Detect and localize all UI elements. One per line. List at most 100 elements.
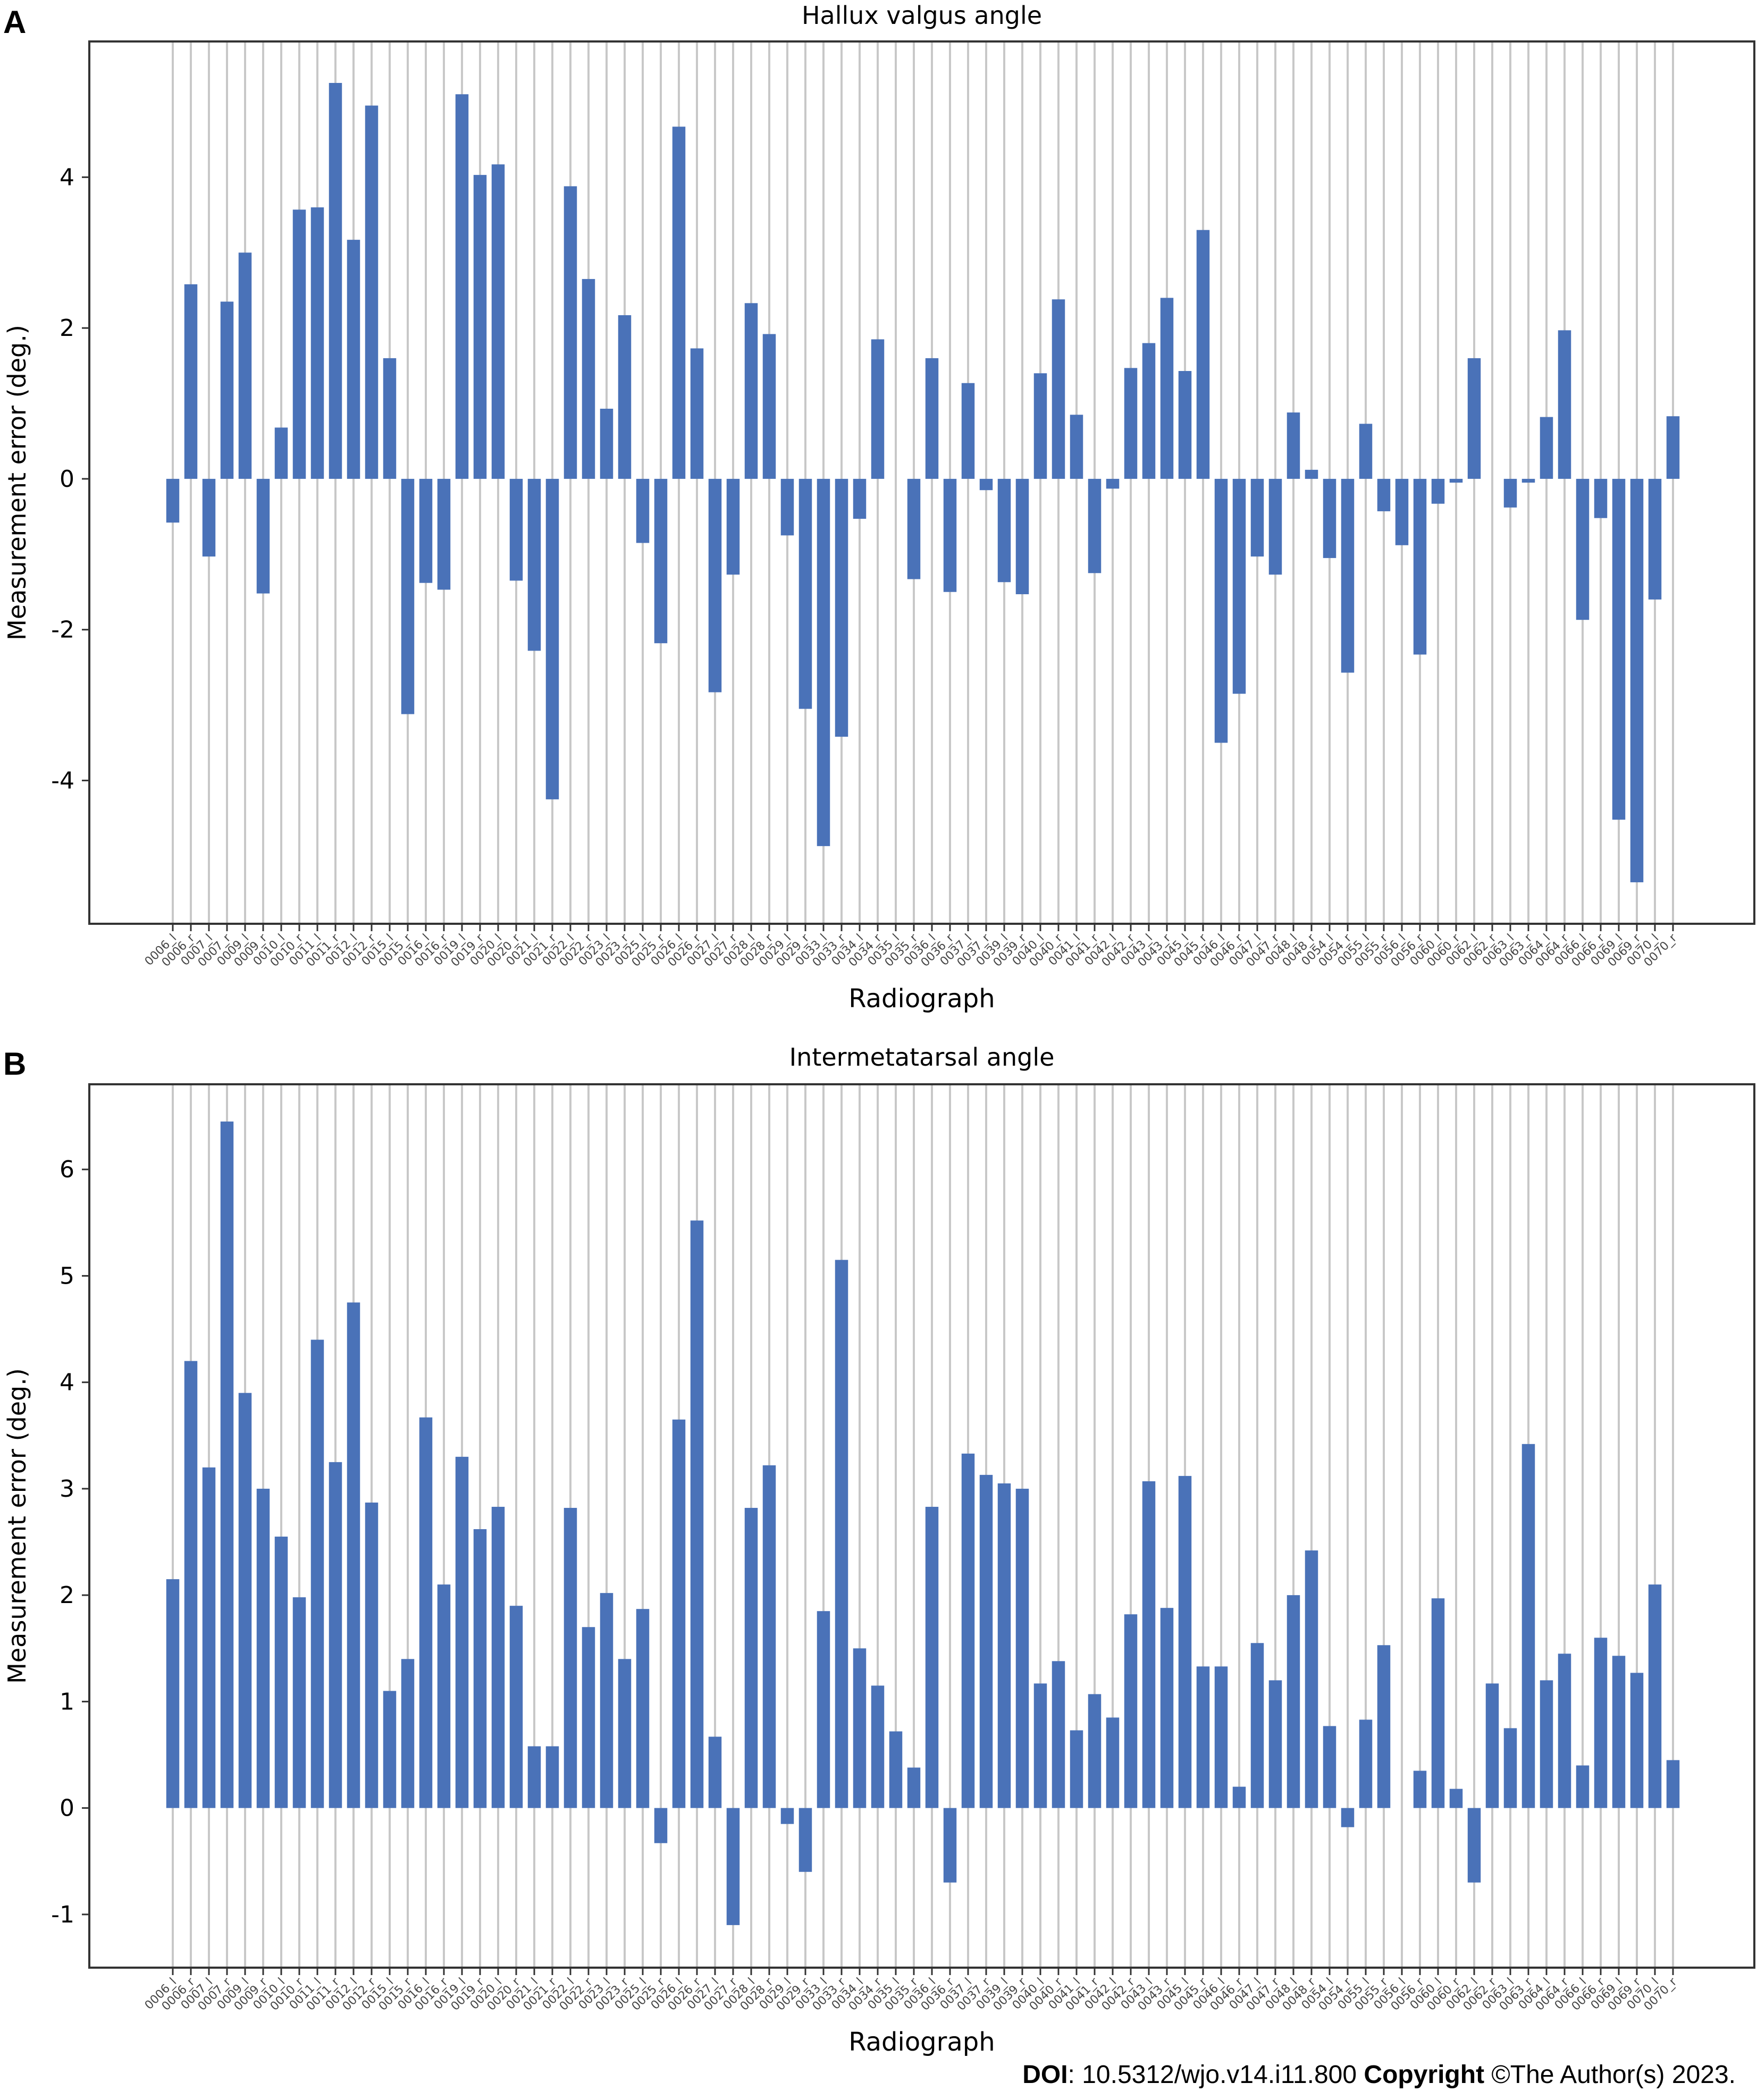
panel-b-bar <box>690 1220 704 1808</box>
panel-b-xlabel: Radiograph <box>848 2027 995 2057</box>
panel-b-bar <box>672 1419 686 1808</box>
panel-a-bar <box>527 478 541 651</box>
panel-b-bar <box>798 1808 812 1872</box>
citation-footer: DOI: 10.5312/wjo.v14.i11.800 Copyright ©… <box>1022 2060 1736 2089</box>
panel-b-bar <box>1196 1666 1210 1808</box>
panel-b-bar <box>1070 1730 1083 1808</box>
panel-a-bar <box>1250 478 1264 557</box>
panel-a-bar <box>473 175 487 479</box>
panel-b-ytick-label: 1 <box>60 1688 74 1715</box>
panel-b-bar <box>202 1467 216 1808</box>
panel-a-ytick-label: -2 <box>51 617 74 644</box>
panel-a-bar <box>672 126 686 479</box>
panel-a-bar <box>1521 478 1535 483</box>
panel-b-bar <box>1052 1661 1065 1808</box>
panel-a-bar <box>1323 478 1336 558</box>
panel-a-bar <box>1142 343 1156 479</box>
panel-b-ytick-label: 5 <box>60 1262 74 1289</box>
panel-a-bar <box>1124 368 1138 479</box>
panel-a-bar <box>907 478 921 579</box>
panel-a-bar <box>401 478 415 714</box>
panel-a-bar <box>582 279 595 479</box>
panel-a-bar <box>1576 478 1590 620</box>
panel-b-bar <box>1449 1789 1463 1808</box>
panel-a-bar <box>292 209 306 479</box>
panel-a-bar <box>835 478 848 737</box>
panel-a-bar <box>310 207 324 479</box>
panel-b-bar <box>1160 1608 1174 1808</box>
panel-b-bar <box>1178 1475 1192 1808</box>
panel-a-bar <box>1666 416 1680 479</box>
panel-a-bar <box>1612 478 1626 820</box>
panel-b-bar <box>654 1808 668 1843</box>
panel-b-bar <box>1323 1726 1336 1808</box>
copyright-label: Copyright <box>1364 2061 1485 2089</box>
panel-b-bar <box>1268 1680 1282 1808</box>
panel-b-bar <box>1106 1717 1120 1808</box>
panel-b-bar <box>1377 1645 1391 1808</box>
panel-b-bar <box>184 1361 198 1808</box>
panel-a-bar <box>798 478 812 709</box>
panel-a-bar <box>853 478 867 519</box>
panel-a-bar <box>1232 478 1246 694</box>
panel-b-bar <box>1540 1680 1553 1808</box>
panel-b-bar <box>835 1260 848 1808</box>
panel-b-bar <box>762 1465 776 1808</box>
panel-a-bar <box>509 478 523 581</box>
panel-b-plot-frame <box>88 1083 1755 1969</box>
panel-b-bar <box>1612 1656 1626 1808</box>
panel-b-bar <box>618 1659 632 1808</box>
panel-b-bar <box>961 1453 975 1808</box>
panel-b-ytick-label: 0 <box>60 1795 74 1822</box>
panel-b-bar <box>1648 1584 1662 1808</box>
panel-a-title: Hallux valgus angle <box>802 1 1042 30</box>
panel-b-bar <box>1305 1550 1318 1808</box>
panel-b-bar <box>545 1746 559 1808</box>
panel-b-bar <box>1287 1595 1300 1808</box>
panel-b-bar <box>166 1579 180 1808</box>
panel-b-bar <box>943 1808 957 1883</box>
panel-b-bar <box>220 1121 234 1808</box>
panel-b-ytick-label: 2 <box>60 1582 74 1609</box>
panel-b-bar <box>1576 1765 1590 1808</box>
panel-a-ytick-label: 0 <box>60 466 74 493</box>
panel-a-bar <box>166 478 180 523</box>
panel-b-bar <box>1214 1666 1228 1808</box>
panel-a-bar <box>329 83 342 479</box>
panel-b-bar <box>491 1506 505 1808</box>
panel-a-bar <box>1196 230 1210 479</box>
panel-b-bar <box>817 1611 830 1808</box>
panel-a-bar <box>1395 478 1409 545</box>
panel-a-bar <box>220 301 234 479</box>
panel-a-bar <box>202 478 216 557</box>
panel-b-ytick-label: 3 <box>60 1475 74 1503</box>
panel-b-ytick-label: 6 <box>60 1156 74 1183</box>
panel-a-bar <box>256 478 270 594</box>
panel-a-bar <box>762 334 776 479</box>
panel-a-bar <box>925 358 939 479</box>
panel-b-bar <box>1666 1760 1680 1808</box>
doi-label: DOI <box>1022 2061 1068 2089</box>
panel-b-bar <box>1088 1694 1102 1808</box>
panel-a-bar <box>437 478 451 590</box>
panel-b-bar <box>473 1529 487 1808</box>
panel-b-bar <box>509 1606 523 1808</box>
panel-a-bar <box>1305 469 1318 479</box>
panel-a-bar <box>1630 478 1644 882</box>
panel-b-bar <box>780 1808 794 1824</box>
panel-a-bar <box>726 478 740 575</box>
panel-b-bar <box>853 1648 867 1808</box>
panel-a-bar <box>871 339 885 479</box>
panel-a-bar <box>1467 358 1481 479</box>
panel-a-bar <box>708 478 722 693</box>
panel-b-bar <box>1142 1481 1156 1808</box>
panel-b-bar <box>1630 1673 1644 1808</box>
panel-a-bar <box>744 303 758 479</box>
panel-b-bar <box>1250 1643 1264 1808</box>
panel-a-bar <box>636 478 650 543</box>
panel-b-bar <box>292 1597 306 1808</box>
panel-b-bar <box>1485 1683 1499 1808</box>
panel-b-bar <box>1124 1614 1138 1808</box>
panel-a-bar <box>1015 478 1029 594</box>
